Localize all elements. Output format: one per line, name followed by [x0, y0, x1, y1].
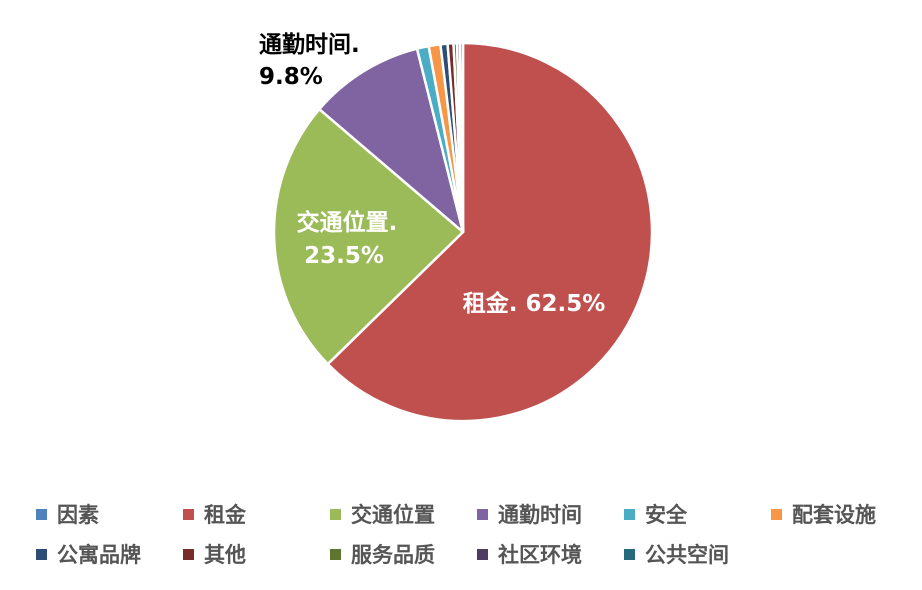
legend-item-brand: 公寓品牌 — [36, 539, 183, 569]
legend-swatch — [183, 508, 194, 520]
legend-swatch — [36, 508, 47, 520]
legend-item-service: 服务品质 — [330, 539, 477, 569]
legend-label: 公共空间 — [645, 543, 729, 567]
legend-item-factor: 因素 — [36, 499, 183, 529]
data-label-commute-name: 通勤时间. — [259, 32, 360, 58]
data-label-transport-value: 23.5% — [304, 243, 384, 269]
legend-item-commute: 通勤时间 — [477, 499, 624, 529]
legend-swatch — [624, 548, 635, 560]
legend-label: 因素 — [57, 503, 99, 527]
legend-label: 通勤时间 — [498, 503, 582, 527]
legend-item-safety: 安全 — [624, 499, 771, 529]
pie-slice-1 — [326, 41, 654, 423]
pie-slice-10 — [458, 41, 465, 234]
data-label-commute-value: 9.8% — [259, 64, 323, 90]
legend-row: 因素 租金 交通位置 通勤时间 安全 配套设施 — [36, 494, 916, 534]
legend-swatch — [330, 548, 341, 560]
legend-item-other: 其他 — [183, 539, 330, 569]
legend-row: 公寓品牌 其他 服务品质 社区环境 公共空间 — [36, 534, 916, 574]
legend-swatch — [183, 548, 194, 560]
pie-slice-3 — [318, 47, 465, 234]
legend-item-community: 社区环境 — [477, 539, 624, 569]
legend-swatch — [330, 508, 341, 520]
legend: 因素 租金 交通位置 通勤时间 安全 配套设施 — [36, 494, 916, 574]
data-label-rent: 租金. 62.5% — [463, 290, 606, 317]
legend-label: 交通位置 — [351, 503, 435, 527]
pie-data-labels: 租金. 62.5% 交通位置. 23.5% 通勤时间. 9.8% — [259, 32, 605, 317]
legend-swatch — [477, 548, 488, 560]
pie-slice-2 — [272, 107, 465, 366]
legend-swatch — [771, 508, 782, 520]
legend-item-transport: 交通位置 — [330, 499, 477, 529]
legend-label: 租金 — [204, 503, 246, 527]
pie-slices — [272, 41, 654, 423]
legend-swatch — [36, 548, 47, 560]
legend-swatch — [477, 508, 488, 520]
legend-item-facilities: 配套设施 — [771, 499, 918, 529]
pie-chart-svg: 租金. 62.5% 交通位置. 23.5% 通勤时间. 9.8% — [259, 32, 654, 423]
data-label-transport-name: 交通位置. — [297, 209, 398, 236]
legend-item-public-space: 公共空间 — [624, 539, 771, 569]
legend-label: 其他 — [204, 543, 246, 567]
legend-label: 社区环境 — [498, 543, 582, 567]
legend-item-rent: 租金 — [183, 499, 330, 529]
legend-label: 公寓品牌 — [57, 543, 141, 567]
legend-label: 配套设施 — [792, 503, 876, 527]
legend-swatch — [624, 508, 635, 520]
legend-label: 安全 — [645, 503, 687, 527]
legend-label: 服务品质 — [351, 543, 435, 567]
